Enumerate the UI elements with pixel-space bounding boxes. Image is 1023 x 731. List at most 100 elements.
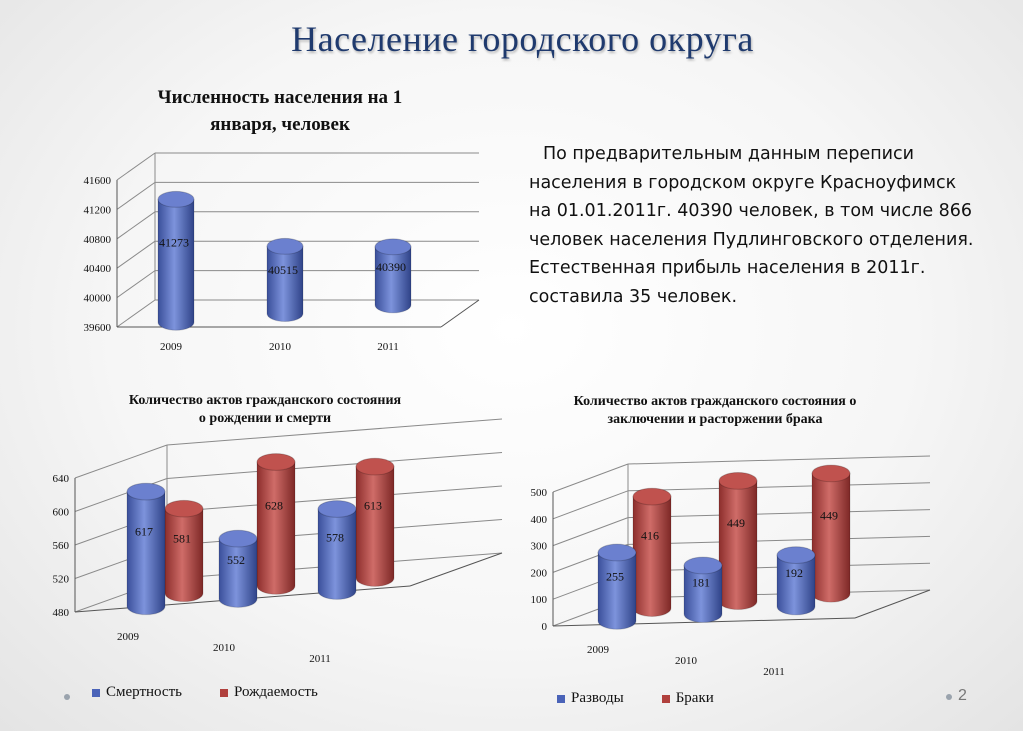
gridline [166,452,503,479]
data-label: 192 [785,566,803,580]
y-tick-label: 39600 [84,322,112,334]
bar-2010-s0-body [218,538,258,608]
y-tick-label: 100 [531,594,548,606]
census-text: По предварительным данным переписи насел… [529,140,1009,311]
bar-2009-s0 [597,543,637,630]
chart1-title: Численность населения на 1 января, челов… [100,84,460,138]
x-tick-label: 2009 [117,631,140,643]
chart1-title-line1: Численность населения на 1 [157,87,403,108]
bar-2009-s0-body [126,491,166,616]
census-text-line5: Естественная прибыль населения в 2011г. [529,258,926,278]
x-tick-label: 2010 [675,655,698,667]
bar-2009-s1 [632,487,672,617]
x-tick-label: 2010 [269,341,292,353]
bar-2011-s0 [317,500,357,600]
chart2-legend: Смертность Рождаемость [92,684,348,701]
y-tick-label: 400 [531,514,548,526]
data-label: 416 [641,529,659,543]
gridline [627,482,931,492]
bar-2010-s1-body [718,480,758,611]
y-tick-label: 500 [531,487,548,499]
bar-2009-s1-top [164,499,204,518]
bar-2009-s1-body [164,508,204,603]
data-label: 628 [265,498,283,512]
bar-2010-s0-top [218,529,258,548]
data-label: 449 [727,516,745,530]
chart3: 0 100 200 300 400 500 416 255 2009 449 181 2010 449 1… [531,455,931,678]
bar-2009-s1 [164,499,204,603]
bar-2010-s0 [683,556,723,623]
grid-diagonal [116,299,156,328]
grid-diagonal [552,463,629,493]
data-label: 578 [326,531,344,545]
bar-2009-s0 [157,190,195,331]
x-tick-label: 2011 [377,341,399,353]
y-tick-label: 300 [531,541,548,553]
legend-item-divorces: Разводы [557,690,624,707]
slide-title: Население городского округа [291,19,754,59]
bar-2011-s0 [776,546,816,616]
chart1-title-line2: января, человек [210,114,350,135]
floor-edge [409,552,503,587]
gridline [627,455,931,465]
data-label: 613 [364,499,382,513]
chart2-title: Количество актов гражданского состояния … [80,392,450,428]
bar-2011-s1-top [811,464,851,483]
data-label: 255 [606,569,624,583]
bar-2009-s0-top [126,482,166,501]
y-tick-label: 40000 [84,293,112,305]
legend-swatch-blue [557,694,565,703]
y-tick-label: 40400 [84,263,112,275]
data-label: 40390 [376,260,406,274]
gridline [627,535,931,545]
grid-diagonal [552,490,629,520]
bar-2010-s0-top [266,237,304,255]
grid-diagonal [74,444,168,479]
legend-swatch-red [219,688,228,697]
bar-2010-s0 [218,529,258,608]
bar-2011-s1 [811,464,851,603]
bar-2010-s1 [256,453,296,595]
x-tick-label: 2011 [763,666,785,678]
legend-label-birthrate: Рождаемость [233,684,318,700]
census-text-line1: По предварительным данным переписи [543,144,915,164]
y-tick-label: 480 [53,607,70,619]
chart3-title-line2: заключении и расторжении брака [607,412,823,427]
y-tick-label: 41200 [84,204,112,216]
grid-diagonal [116,270,156,299]
page-number: 2 [958,687,967,704]
grid-diagonal [116,181,156,210]
x-tick-label: 2011 [309,653,331,665]
y-tick-label: 520 [53,574,70,586]
bar-2010-s1 [718,472,758,611]
chart3-title: Количество актов гражданского состояния … [520,393,910,429]
legend-label-divorces: Разводы [571,690,624,706]
legend-swatch-blue [92,688,100,697]
bar-2011-s0-body [317,508,357,600]
bar-2010-s0-top [683,556,723,575]
bar-2009-s0-top [157,190,195,208]
x-tick-label: 2009 [587,644,610,656]
chart2: 480 520 560 600 640 581 617 2009 628 552 2010 613 57… [53,418,503,665]
bar-2009-s0-top [597,543,637,562]
bar-2009-s0-body [597,552,637,630]
y-tick-label: 0 [542,621,548,633]
chart1: 39600 40000 40400 40800 41200 41600 41273 2009 4… [84,152,480,353]
bar-2009-s0-body [157,198,195,331]
gridline [166,485,503,513]
y-tick-label: 600 [53,507,70,519]
bar-2011-s0-top [776,546,816,564]
legend-item-marriages: Браки [661,690,714,707]
y-tick-label: 40800 [84,234,112,246]
grid-diagonal [116,211,156,240]
bar-2011-s1-body [811,472,851,603]
grid-diagonal [116,240,156,269]
bar-2010-s0-body [266,245,304,322]
bar-2011-s1-top [355,457,395,476]
data-label: 41273 [159,235,189,249]
gridline [166,418,503,446]
x-tick-label: 2010 [213,642,236,654]
y-tick-label: 640 [53,473,70,485]
bar-2010-s0 [266,237,304,322]
bullet-dot-right [946,694,952,700]
